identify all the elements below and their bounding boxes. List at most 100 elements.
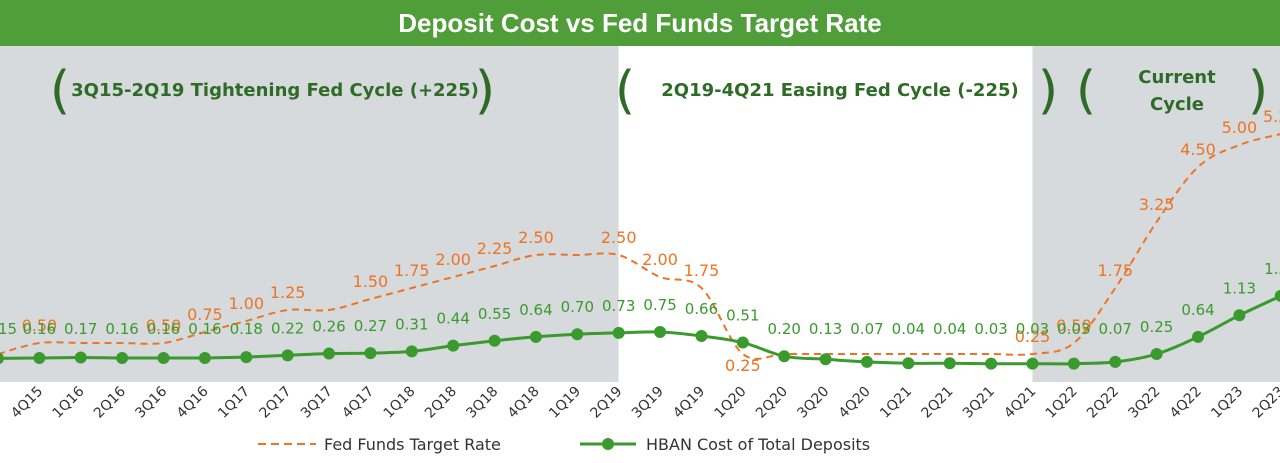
fed-data-label: 1.75 [394, 261, 430, 280]
cycle-labels: ()3Q15-2Q19 Tightening Fed Cycle (+225)(… [50, 61, 1268, 121]
deposit-cost-point [1150, 348, 1163, 360]
x-tick-label: 2Q16 [91, 383, 129, 421]
bracket-open-2: ( [615, 61, 635, 121]
deposit-data-label: 0.22 [271, 319, 304, 337]
deposit-cost-point [157, 351, 170, 364]
x-tick-label: 4Q19 [670, 384, 708, 422]
deposit-cost-point [0, 352, 4, 365]
fed-data-label: 1.50 [353, 272, 389, 291]
deposit-cost-point [405, 345, 418, 358]
x-tick-label: 1Q17 [215, 384, 253, 422]
deposit-cost-point [1026, 357, 1039, 370]
x-tick-label: 1Q22 [1043, 384, 1081, 422]
x-tick-label: 3Q19 [629, 384, 667, 422]
x-tick-label: 4Q18 [505, 384, 543, 422]
deposit-data-label: 0.66 [685, 300, 718, 318]
deposit-cost-point [654, 326, 667, 338]
fed-data-label: 2.50 [601, 228, 637, 247]
deposit-cost-point [281, 349, 294, 362]
deposit-data-label: 0.16 [23, 320, 56, 338]
deposit-data-label: 0.07 [1099, 320, 1132, 338]
fed-data-label: 1.25 [270, 283, 306, 302]
deposit-cost-point [447, 339, 460, 352]
x-tick-label: 3Q21 [960, 384, 998, 422]
deposit-data-label: 0.20 [768, 320, 801, 338]
x-tick-label: 3Q22 [1125, 384, 1163, 422]
deposit-data-label: 0.18 [230, 320, 263, 338]
deposit-cost-point [116, 351, 129, 364]
deposit-data-label: 0.44 [436, 310, 469, 328]
x-tick-label: 1Q19 [546, 384, 584, 422]
x-tick-label: 3Q20 [794, 384, 832, 422]
deposit-data-label: 0.70 [561, 298, 594, 316]
deposit-cost-point [33, 351, 46, 364]
deposit-data-label: 0.04 [892, 320, 925, 338]
deposit-cost-point [74, 351, 87, 364]
cycle-label-3-1: Current [1138, 67, 1216, 88]
cycle-label-1-1: 3Q15-2Q19 Tightening Fed Cycle (+225) [71, 80, 479, 101]
fed-data-label: 2.00 [435, 250, 471, 269]
deposit-data-label: 0.03 [1057, 320, 1090, 338]
deposit-cost-point [860, 355, 873, 368]
deposit-data-label: 0.17 [64, 320, 97, 338]
fed-data-label: 5.25 [1263, 107, 1280, 126]
x-tick-label: 2Q18 [422, 384, 460, 422]
fed-data-label: 1.75 [1097, 261, 1133, 280]
deposit-cost-point [1067, 357, 1080, 370]
x-tick-label: 3Q18 [463, 384, 501, 422]
deposit-data-label: 0.07 [850, 320, 883, 338]
bracket-close-3: ) [1248, 61, 1268, 121]
bracket-open-3: ( [1076, 61, 1096, 121]
fed-data-label: 0.25 [725, 356, 761, 375]
deposit-cost-point [488, 334, 501, 347]
deposit-data-label: 0.27 [354, 317, 387, 335]
bracket-open-1: ( [50, 61, 70, 121]
deposit-data-label: 0.26 [312, 318, 345, 336]
x-tick-label: 4Q21 [1001, 384, 1039, 422]
deposit-cost-point [819, 353, 832, 366]
deposit-cost-point [198, 351, 211, 364]
fed-data-label: 0.75 [187, 305, 223, 324]
fed-data-label: 1.75 [684, 261, 720, 280]
deposit-data-label: 0.03 [1016, 320, 1049, 338]
deposit-cost-series: 15 0.16 0.17 0.16 0.16 0.16 0.18 0.22 0.26 0.27 0.… [0, 260, 1280, 370]
fed-data-label: 0.25 [1015, 327, 1051, 346]
x-tick-label: 2Q21 [919, 384, 957, 422]
deposit-data-label: 0.13 [809, 320, 842, 338]
deposit-cost-point [778, 350, 791, 363]
fed-data-label: 0.50 [146, 316, 182, 335]
x-tick-label: 4Q16 [174, 383, 212, 421]
x-tick-label: 4Q17 [339, 384, 377, 422]
deposit-cost-point [985, 357, 998, 370]
deposit-data-label: 0.16 [105, 320, 138, 338]
deposit-data-label: 0.03 [974, 320, 1007, 338]
x-tick-label: 3Q17 [298, 384, 336, 422]
background-regions [0, 46, 1280, 382]
x-tick-label: 1Q23 [1208, 384, 1246, 422]
fed-data-label: 4.50 [1180, 140, 1216, 159]
deposit-data-label: 0.16 [147, 320, 180, 338]
deposit-data-label: 0.73 [602, 297, 635, 315]
cycle-label-3-2: Cycle [1150, 94, 1204, 115]
fed-data-label: 0.50 [22, 316, 58, 335]
x-tick-label: 1Q20 [712, 384, 750, 422]
deposit-cost-point [736, 336, 749, 349]
deposit-cost-point [240, 351, 253, 364]
fed-data-label: 3.25 [1139, 195, 1175, 214]
legend-deposit-marker [602, 438, 614, 450]
deposit-cost-point [1192, 330, 1205, 343]
deposit-data-label: 15 [0, 320, 17, 338]
x-tick-label: 3Q16 [132, 383, 170, 421]
x-tick-label: 1Q16 [50, 383, 88, 421]
fed-funds-series: 0.50 0.50 0.75 1.00 1.25 1.50 1.75 2.00 2.25 2.50… [0, 107, 1280, 375]
x-tick-label: 2Q20 [753, 384, 791, 422]
cycle-region-3 [1032, 46, 1280, 382]
cycle-region-2 [618, 46, 1033, 382]
deposit-data-label: 0.51 [726, 307, 759, 325]
fed-data-label: 0.50 [1056, 316, 1092, 335]
deposit-data-label: 0.16 [188, 320, 221, 338]
deposit-cost-point [902, 357, 915, 370]
x-axis-ticks: 4Q15 1Q16 2Q16 3Q16 4Q16 1Q17 2Q17 3Q17 4Q17 1Q18… [8, 383, 1280, 421]
deposit-data-label: 0.64 [519, 301, 552, 319]
deposit-cost-point [571, 328, 584, 341]
